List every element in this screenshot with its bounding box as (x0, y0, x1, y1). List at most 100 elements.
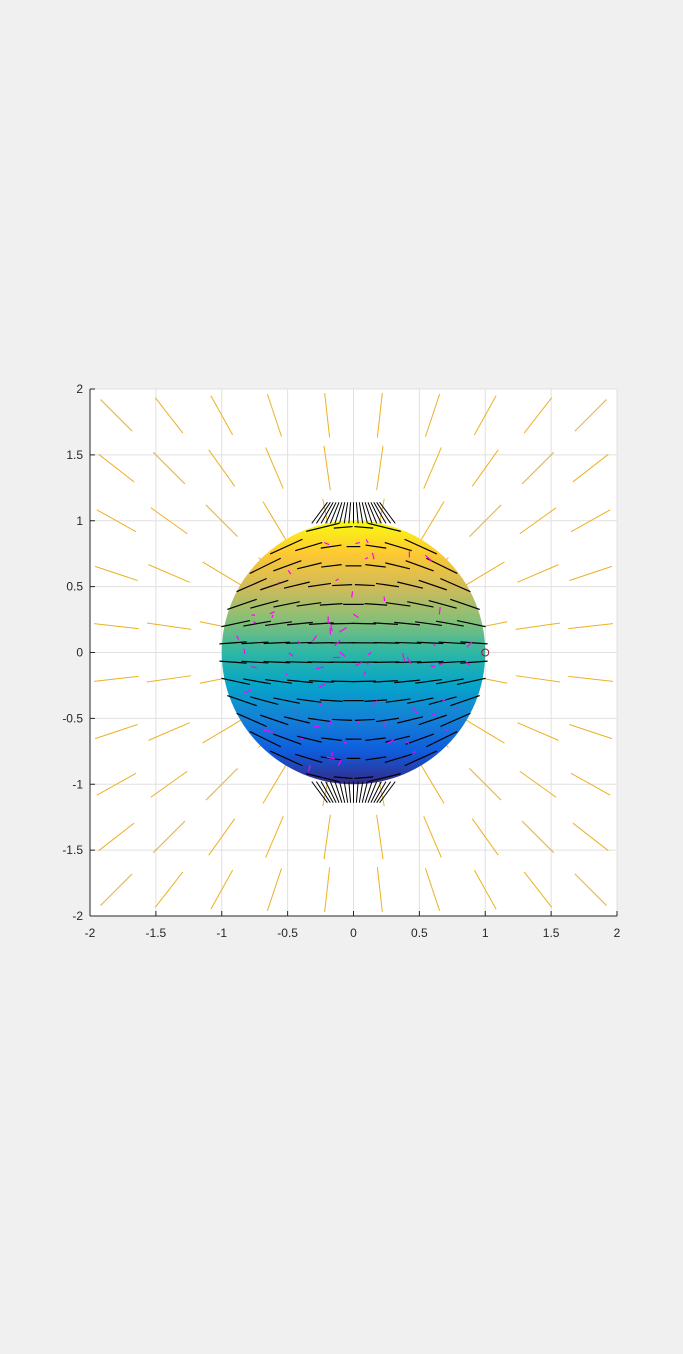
surface-field-segment (287, 679, 313, 684)
surface-field-segment (221, 619, 251, 628)
surface-field-segment (397, 716, 424, 724)
marker-layer (481, 648, 490, 657)
perturbation-segment (339, 627, 347, 633)
surface-field-segment (283, 581, 310, 589)
outer-field-segment (146, 675, 192, 683)
y-tick-label: 2 (76, 382, 83, 396)
surface-field-segment (219, 641, 247, 645)
outer-field-segment (471, 818, 499, 856)
surface-field-segment (425, 731, 458, 748)
surface-field-segment (296, 698, 322, 703)
surface-field-segment (260, 714, 289, 726)
perturbation-segment (363, 671, 367, 676)
surface-field-segment (364, 602, 388, 606)
perturbation-segment (466, 641, 473, 648)
outer-field-segment (569, 723, 613, 740)
perturbation-segment (316, 666, 325, 670)
outer-field-segment (152, 820, 186, 854)
outer-field-segment (146, 622, 192, 630)
perturbation-segment (466, 661, 471, 666)
y-tick-label: 1 (76, 514, 83, 528)
surface-field-segment (221, 677, 251, 686)
perturbation-segment (297, 640, 301, 645)
pole-fan-bottom (361, 781, 368, 803)
perturbation-segment (339, 651, 346, 657)
surface-field-segment (243, 678, 272, 685)
perturbation-segment (438, 607, 441, 615)
perturbation-segment (330, 624, 333, 632)
surface-field-segment (309, 622, 334, 625)
surface-field-segment (263, 641, 291, 645)
surface-field-segment (460, 660, 488, 664)
outer-field-segment (154, 397, 184, 434)
surface-field-segment (273, 697, 300, 704)
outer-field-segment (568, 675, 613, 682)
pole-fan-top (334, 502, 343, 524)
perturbation-segment (244, 689, 252, 694)
outer-field-segment (148, 564, 190, 583)
outer-field-segment (202, 561, 242, 586)
outer-field-segment (570, 509, 611, 533)
outer-field-segment (523, 871, 553, 908)
perturbation-segment (364, 556, 369, 560)
outer-field-segment (100, 399, 133, 432)
surface-field-segment (405, 733, 434, 745)
pole-fan-bottom (339, 781, 346, 803)
surface-field-segment (395, 661, 422, 664)
perturbation-segment (263, 729, 266, 732)
outer-field-segment (420, 501, 445, 541)
pole-fan-bottom (373, 781, 387, 803)
surface-field-segment (405, 560, 434, 572)
perturbation-segment (328, 719, 332, 727)
pole-fan-top (339, 502, 346, 524)
pole-fan-bottom (334, 781, 343, 803)
perturbation-segment (251, 666, 257, 669)
outer-field-segment (471, 449, 499, 487)
surface-field-segment (394, 621, 420, 626)
perturbation-segment (354, 661, 363, 667)
outer-field-segment (521, 820, 555, 854)
outer-field-segment (570, 772, 611, 796)
pole-fan-bottom (343, 781, 349, 803)
x-axis-ticks: -2 -1.5 -1 -0.5 0 0.5 1 1.5 2 (85, 911, 621, 940)
surface-field-segment (319, 602, 343, 606)
surface-field-segment (241, 641, 269, 645)
y-tick-label: -0.5 (62, 711, 83, 725)
surface-field-segment (373, 622, 398, 625)
perturbation-segment (300, 737, 304, 740)
pole-fan-top (355, 502, 359, 524)
pole-fan-top (376, 502, 392, 524)
pole-fan-top (325, 502, 337, 524)
surface-field-segment (227, 598, 257, 610)
perturbation-segment (444, 728, 449, 732)
surface-field-segment (365, 756, 387, 761)
outer-field-segment (210, 869, 234, 910)
outer-field-segment (323, 814, 331, 860)
perturbation-segment (402, 652, 406, 661)
outer-field-segment (569, 565, 613, 582)
surface-field-segment (418, 579, 447, 591)
perturbation-segment (406, 656, 412, 665)
perturbation-segment (371, 552, 375, 560)
perturbation-segment (271, 614, 274, 618)
surface-vector-field (219, 502, 488, 803)
pole-fan-top (320, 502, 334, 524)
surface-field-segment (236, 712, 267, 728)
pole-fan-bottom (315, 781, 331, 803)
sphere (221, 520, 486, 785)
outer-field-segment (424, 393, 441, 437)
surface-field-segment (404, 538, 438, 555)
outer-field-segment (94, 675, 139, 682)
outer-field-segment (208, 818, 236, 856)
y-tick-label: 1.5 (66, 448, 83, 462)
x-tick-label: -0.5 (277, 926, 298, 940)
perturbation-segment (326, 756, 335, 760)
perturbation-segment (386, 738, 395, 745)
perturbation-vector-field (236, 539, 473, 772)
outer-field-segment (262, 764, 287, 804)
surface-field-segment (332, 584, 353, 587)
perturbation-segment (357, 721, 360, 724)
surface-field-segment (333, 525, 353, 529)
pole-fan-top (370, 502, 382, 524)
